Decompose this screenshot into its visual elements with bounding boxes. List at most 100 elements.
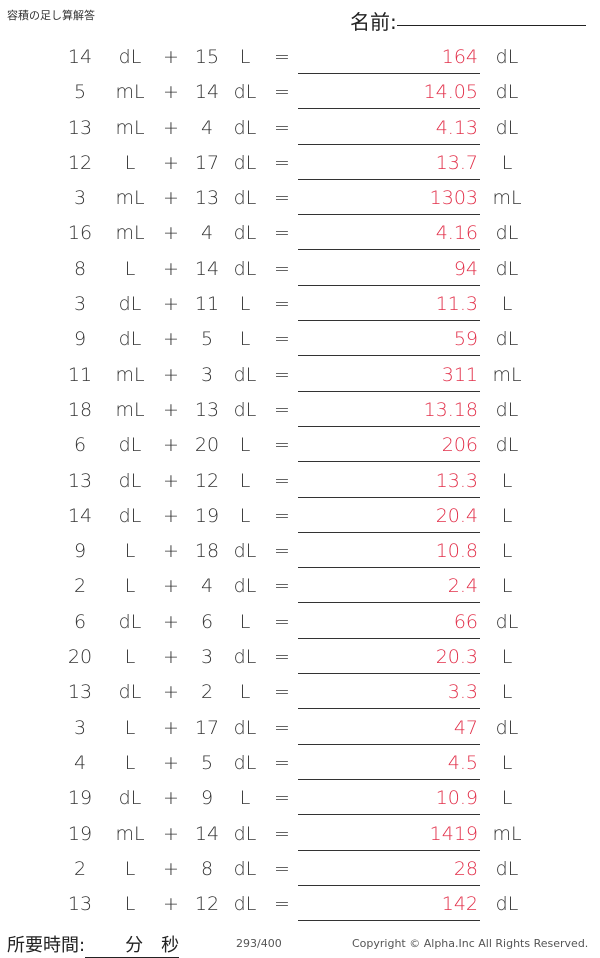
problem-operand-a: 13 xyxy=(67,116,93,139)
problem-operand-a: 8 xyxy=(73,257,87,280)
problem-operand-b: 14 xyxy=(194,822,220,845)
answer-underline xyxy=(298,531,480,533)
problem-operand-b: 12 xyxy=(194,469,220,492)
answer-underline xyxy=(298,108,480,110)
problem-operand-b: 18 xyxy=(194,540,220,563)
problem-unit-b: L xyxy=(239,469,251,492)
answer-underline xyxy=(298,673,480,675)
problem-operand-a: 3 xyxy=(73,716,87,739)
problem-answer-unit: dL xyxy=(495,398,519,421)
problem-answer-unit: dL xyxy=(495,222,519,245)
problem-operand-a: 3 xyxy=(73,293,87,316)
problem-equals: = xyxy=(274,681,290,704)
problem-equals: = xyxy=(274,257,290,280)
problem-operand-a: 2 xyxy=(73,857,87,880)
problem-answer: 59 xyxy=(453,328,478,351)
problem-row: 14 dL +19 L = 20.4 L xyxy=(0,499,600,534)
problem-operand-a: 19 xyxy=(67,822,93,845)
problem-answer: 4.16 xyxy=(435,222,478,245)
problem-equals: = xyxy=(274,398,290,421)
problem-row: 2 L +4 dL = 2.4 L xyxy=(0,569,600,604)
problem-operand-b: 2 xyxy=(200,681,214,704)
answer-underline xyxy=(298,884,480,886)
page-number: 293/400 xyxy=(236,937,282,950)
problem-equals: = xyxy=(274,751,290,774)
problem-equals: = xyxy=(274,328,290,351)
problem-unit-b: dL xyxy=(233,857,257,880)
problem-operand-a: 6 xyxy=(73,434,87,457)
problem-answer-unit: dL xyxy=(495,46,519,68)
problem-operand-a: 19 xyxy=(67,787,93,810)
problem-operand-a: 13 xyxy=(67,893,93,916)
problem-operand-a: 12 xyxy=(67,151,93,174)
problem-unit-a: mL xyxy=(115,187,145,210)
problem-unit-a: L xyxy=(124,540,136,563)
problem-operand-b: 5 xyxy=(200,328,214,351)
problem-operand-b: 14 xyxy=(194,81,220,104)
problem-answer: 311 xyxy=(441,363,478,386)
minutes-label: 分 xyxy=(125,935,144,956)
problem-answer: 66 xyxy=(453,610,478,633)
answer-underline xyxy=(298,778,480,780)
problem-operand-a: 6 xyxy=(73,610,87,633)
answer-underline xyxy=(298,73,480,74)
problem-plus: + xyxy=(163,151,179,174)
problem-row: 19 mL +14 dL = 1419 mL xyxy=(0,817,600,852)
problem-unit-a: mL xyxy=(115,222,145,245)
problem-unit-b: dL xyxy=(233,363,257,386)
minutes-field: 分 xyxy=(85,931,144,958)
problem-operand-b: 3 xyxy=(200,646,214,669)
problem-answer-unit: dL xyxy=(495,610,519,633)
name-label: 名前: xyxy=(350,10,397,34)
problem-unit-a: L xyxy=(124,857,136,880)
problem-unit-b: L xyxy=(239,787,251,810)
answer-underline xyxy=(298,425,480,427)
problem-unit-b: dL xyxy=(233,646,257,669)
problem-unit-a: dL xyxy=(118,434,142,457)
problem-unit-b: L xyxy=(239,293,251,316)
problem-equals: = xyxy=(274,893,290,916)
problem-answer: 164 xyxy=(441,46,478,68)
problem-unit-b: dL xyxy=(233,751,257,774)
answer-underline xyxy=(298,143,480,145)
answer-underline xyxy=(298,743,480,745)
problem-answer-unit: L xyxy=(501,575,513,598)
problem-unit-a: L xyxy=(124,716,136,739)
answer-underline xyxy=(298,849,480,851)
problem-unit-b: dL xyxy=(233,716,257,739)
problem-unit-b: dL xyxy=(233,575,257,598)
problem-answer-unit: mL xyxy=(492,363,522,386)
answer-underline xyxy=(298,602,480,604)
problem-answer-unit: dL xyxy=(495,857,519,880)
problem-answer: 13.7 xyxy=(435,151,478,174)
problem-row: 14 dL +15 L = 164 dL xyxy=(0,40,600,75)
problem-answer-unit: L xyxy=(501,751,513,774)
problem-equals: = xyxy=(274,469,290,492)
problem-row: 13 dL +12 L = 13.3 L xyxy=(0,464,600,499)
answer-underline xyxy=(298,284,480,286)
problem-answer-unit: dL xyxy=(495,257,519,280)
answer-underline xyxy=(298,637,480,639)
name-field-line xyxy=(397,25,586,26)
problem-row: 13 mL +4 dL = 4.13 dL xyxy=(0,111,600,146)
problem-unit-b: dL xyxy=(233,540,257,563)
problem-answer: 206 xyxy=(441,434,478,457)
problem-row: 6 dL +20 L = 206 dL xyxy=(0,428,600,463)
problem-plus: + xyxy=(163,540,179,563)
problem-answer: 10.9 xyxy=(435,787,478,810)
problem-plus: + xyxy=(163,681,179,704)
seconds-field: 秒 xyxy=(143,931,180,958)
problem-row: 19 dL +9 L = 10.9 L xyxy=(0,781,600,816)
problem-unit-b: dL xyxy=(233,893,257,916)
problem-plus: + xyxy=(163,81,179,104)
problem-equals: = xyxy=(274,293,290,316)
problem-unit-a: L xyxy=(124,151,136,174)
problem-row: 16 mL +4 dL = 4.16 dL xyxy=(0,216,600,251)
problem-operand-a: 20 xyxy=(67,646,93,669)
problem-answer-unit: dL xyxy=(495,716,519,739)
problem-operand-a: 13 xyxy=(67,681,93,704)
problem-unit-b: dL xyxy=(233,257,257,280)
problem-unit-b: dL xyxy=(233,116,257,139)
problem-unit-a: mL xyxy=(115,363,145,386)
problem-row: 13 L +12 dL = 142 dL xyxy=(0,887,600,922)
